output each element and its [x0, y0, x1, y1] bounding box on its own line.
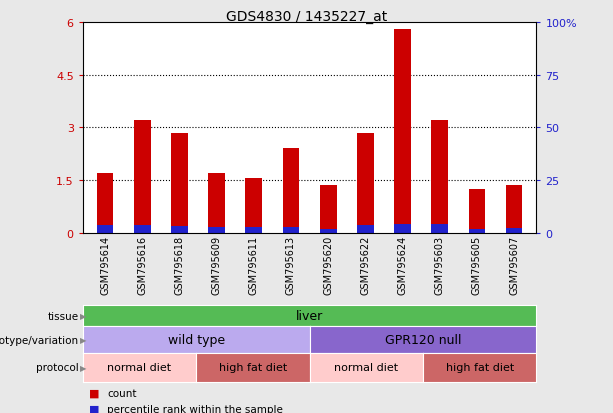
- Bar: [506, 186, 522, 233]
- Text: protocol: protocol: [36, 363, 78, 373]
- Text: GSM795607: GSM795607: [509, 235, 519, 294]
- Text: GSM795614: GSM795614: [100, 235, 110, 294]
- Text: GSM795613: GSM795613: [286, 235, 296, 294]
- Text: GSM795609: GSM795609: [211, 235, 222, 294]
- Bar: [171, 133, 188, 233]
- Text: wild type: wild type: [167, 333, 225, 346]
- Text: percentile rank within the sample: percentile rank within the sample: [107, 404, 283, 413]
- Text: normal diet: normal diet: [334, 363, 398, 373]
- Text: GSM795605: GSM795605: [472, 235, 482, 294]
- Text: GSM795603: GSM795603: [435, 235, 444, 294]
- Text: GSM795624: GSM795624: [397, 235, 408, 294]
- Bar: [134, 121, 151, 233]
- Text: ▶: ▶: [80, 311, 86, 320]
- Text: GSM795611: GSM795611: [249, 235, 259, 294]
- Text: GDS4830 / 1435227_at: GDS4830 / 1435227_at: [226, 10, 387, 24]
- Text: ■: ■: [89, 388, 99, 398]
- Text: tissue: tissue: [47, 311, 78, 321]
- Bar: [394, 225, 411, 233]
- Bar: [357, 133, 374, 233]
- Text: high fat diet: high fat diet: [219, 363, 287, 373]
- Bar: [320, 186, 337, 233]
- Text: GPR120 null: GPR120 null: [385, 333, 461, 346]
- Bar: [245, 227, 262, 233]
- Text: GSM795622: GSM795622: [360, 235, 370, 295]
- Text: high fat diet: high fat diet: [446, 363, 514, 373]
- Bar: [506, 228, 522, 233]
- Text: GSM795616: GSM795616: [137, 235, 147, 294]
- Bar: [134, 225, 151, 233]
- Text: normal diet: normal diet: [107, 363, 172, 373]
- Bar: [208, 173, 225, 233]
- Text: GSM795618: GSM795618: [175, 235, 185, 294]
- Text: genotype/variation: genotype/variation: [0, 335, 78, 345]
- Bar: [97, 173, 113, 233]
- Text: GSM795620: GSM795620: [323, 235, 333, 294]
- Bar: [432, 121, 448, 233]
- Text: liver: liver: [296, 309, 323, 323]
- Bar: [245, 179, 262, 233]
- Bar: [171, 226, 188, 233]
- Bar: [97, 225, 113, 233]
- Bar: [283, 227, 299, 233]
- Bar: [208, 227, 225, 233]
- Text: ▶: ▶: [80, 335, 86, 344]
- Bar: [394, 30, 411, 233]
- Text: ■: ■: [89, 404, 99, 413]
- Bar: [283, 149, 299, 233]
- Bar: [357, 225, 374, 233]
- Bar: [468, 190, 485, 233]
- Text: count: count: [107, 388, 137, 398]
- Bar: [320, 229, 337, 233]
- Bar: [468, 229, 485, 233]
- Text: ▶: ▶: [80, 363, 86, 372]
- Bar: [432, 225, 448, 233]
